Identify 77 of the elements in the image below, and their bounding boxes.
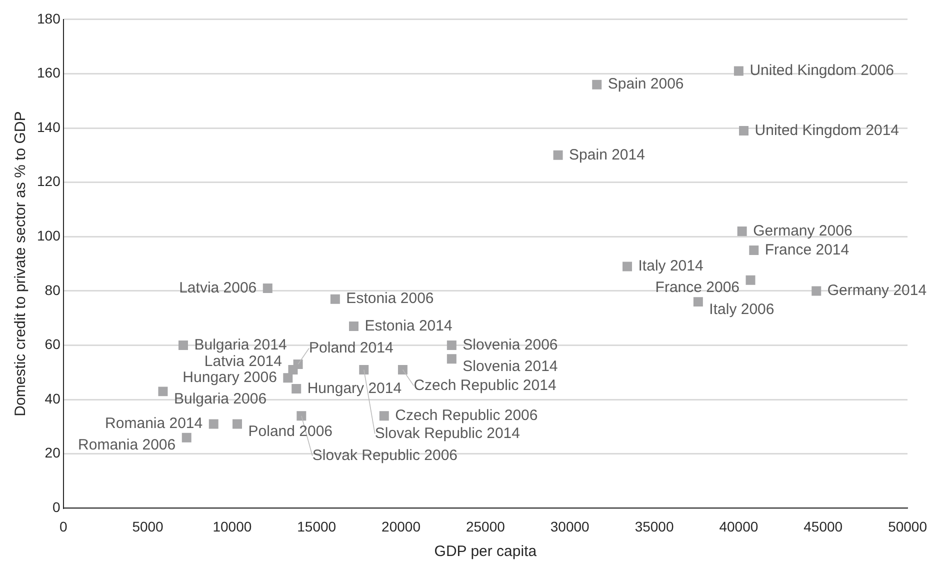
point [330,294,340,304]
point [746,275,756,285]
point [446,354,456,364]
point [262,284,272,293]
point [283,373,293,383]
x-tick-label: 40000 [719,518,758,534]
x-tick-label: 50000 [888,518,928,534]
point [178,340,188,350]
annotation: Slovenia 2014 [462,358,558,375]
x-tick-label: 20000 [382,518,421,534]
x-tick-label: 5000 [132,518,164,534]
point [379,411,389,421]
annotation: Estonia 2006 [346,290,434,308]
x-tick-label: 30000 [550,518,590,534]
point [739,126,749,136]
annotation: Spain 2006 [608,76,684,93]
annotation: Hungary 2014 [307,380,402,397]
y-tick-label: 0 [52,499,61,516]
point [208,419,218,429]
point [749,245,759,255]
annotation: Bulgaria 2006 [174,390,267,408]
annotation: Poland 2014 [309,339,394,356]
y-tick-label: 180 [37,10,61,26]
annotation: Germany 2014 [827,282,927,300]
point [296,411,306,421]
point [292,384,302,394]
point [398,364,408,374]
annotation: United Kingdom 2014 [754,122,900,139]
annotation: Slovak Republic 2014 [374,424,520,442]
annotation: Poland 2006 [248,423,333,440]
x-tick-label: 35000 [634,518,674,534]
annotation: Romania 2014 [105,415,203,432]
point [812,286,822,296]
y-tick-label: 140 [37,118,61,135]
point [693,297,703,307]
point [158,386,168,396]
x-tick-label: 15000 [297,518,336,534]
annotation: Slovak Republic 2006 [312,447,458,464]
annotation: Bulgaria 2014 [194,336,287,354]
y-tick-label: 20 [44,444,61,461]
y-tick-label: 80 [44,282,61,298]
point [359,364,369,374]
annotation: Italy 2006 [709,300,774,318]
point [592,80,602,90]
point [349,322,358,331]
annotation: Slovenia 2006 [462,336,558,354]
annotation: Czech Republic 2014 [414,376,556,394]
x-tick-label: 25000 [466,518,506,534]
point [446,340,456,350]
point [182,432,192,442]
y-tick-label: 160 [37,64,61,81]
y-tick-label: 100 [37,228,61,244]
y-tick-label: 60 [44,336,61,352]
y-tick-label: 40 [44,390,61,406]
annotation: United Kingdom 2006 [750,62,894,80]
annotation: Latvia 2014 [204,352,282,370]
annotation: Czech Republic 2006 [395,407,538,424]
x-tick-label: 10000 [212,518,252,534]
annotation: Latvia 2006 [179,279,257,296]
x-axis-title: GDP per capita [434,543,538,560]
point [622,262,632,272]
annotation: Spain 2014 [569,146,645,164]
annotation: Hungary 2006 [182,368,277,386]
annotation: Italy 2014 [638,258,704,275]
annotation: France 2014 [764,241,850,258]
x-tick-label: 45000 [804,518,843,534]
point [737,226,747,236]
annotation: Romania 2006 [78,436,176,454]
annotation: Estonia 2014 [364,317,452,334]
y-axis-title: Domestic credit to private sector as % to GDP [12,111,30,416]
point [553,150,563,160]
point [288,364,298,374]
point [232,419,242,429]
annotation: France 2006 [655,279,740,296]
y-tick-label: 120 [37,173,61,190]
point [734,66,744,76]
annotation: Germany 2006 [753,222,852,240]
